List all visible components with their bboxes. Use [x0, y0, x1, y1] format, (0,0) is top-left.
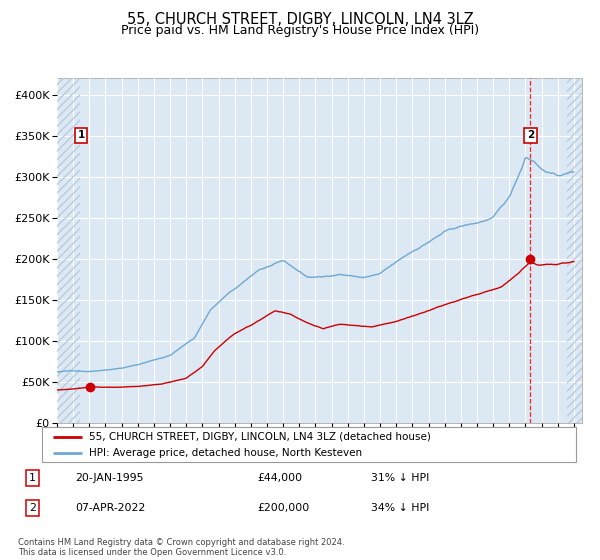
Text: 34% ↓ HPI: 34% ↓ HPI: [371, 503, 430, 513]
Text: 07-APR-2022: 07-APR-2022: [75, 503, 145, 513]
Text: Contains HM Land Registry data © Crown copyright and database right 2024.
This d: Contains HM Land Registry data © Crown c…: [18, 538, 344, 557]
Text: Price paid vs. HM Land Registry's House Price Index (HPI): Price paid vs. HM Land Registry's House …: [121, 24, 479, 37]
Text: HPI: Average price, detached house, North Kesteven: HPI: Average price, detached house, Nort…: [89, 447, 362, 458]
Text: 2: 2: [527, 130, 534, 140]
Text: 1: 1: [77, 130, 85, 140]
Text: 2: 2: [29, 503, 35, 513]
Text: £44,000: £44,000: [257, 473, 302, 483]
FancyBboxPatch shape: [42, 427, 576, 462]
Text: 1: 1: [29, 473, 35, 483]
Text: £200,000: £200,000: [257, 503, 310, 513]
Text: 55, CHURCH STREET, DIGBY, LINCOLN, LN4 3LZ: 55, CHURCH STREET, DIGBY, LINCOLN, LN4 3…: [127, 12, 473, 27]
Text: 31% ↓ HPI: 31% ↓ HPI: [371, 473, 430, 483]
Text: 55, CHURCH STREET, DIGBY, LINCOLN, LN4 3LZ (detached house): 55, CHURCH STREET, DIGBY, LINCOLN, LN4 3…: [89, 432, 431, 442]
Text: 20-JAN-1995: 20-JAN-1995: [75, 473, 143, 483]
